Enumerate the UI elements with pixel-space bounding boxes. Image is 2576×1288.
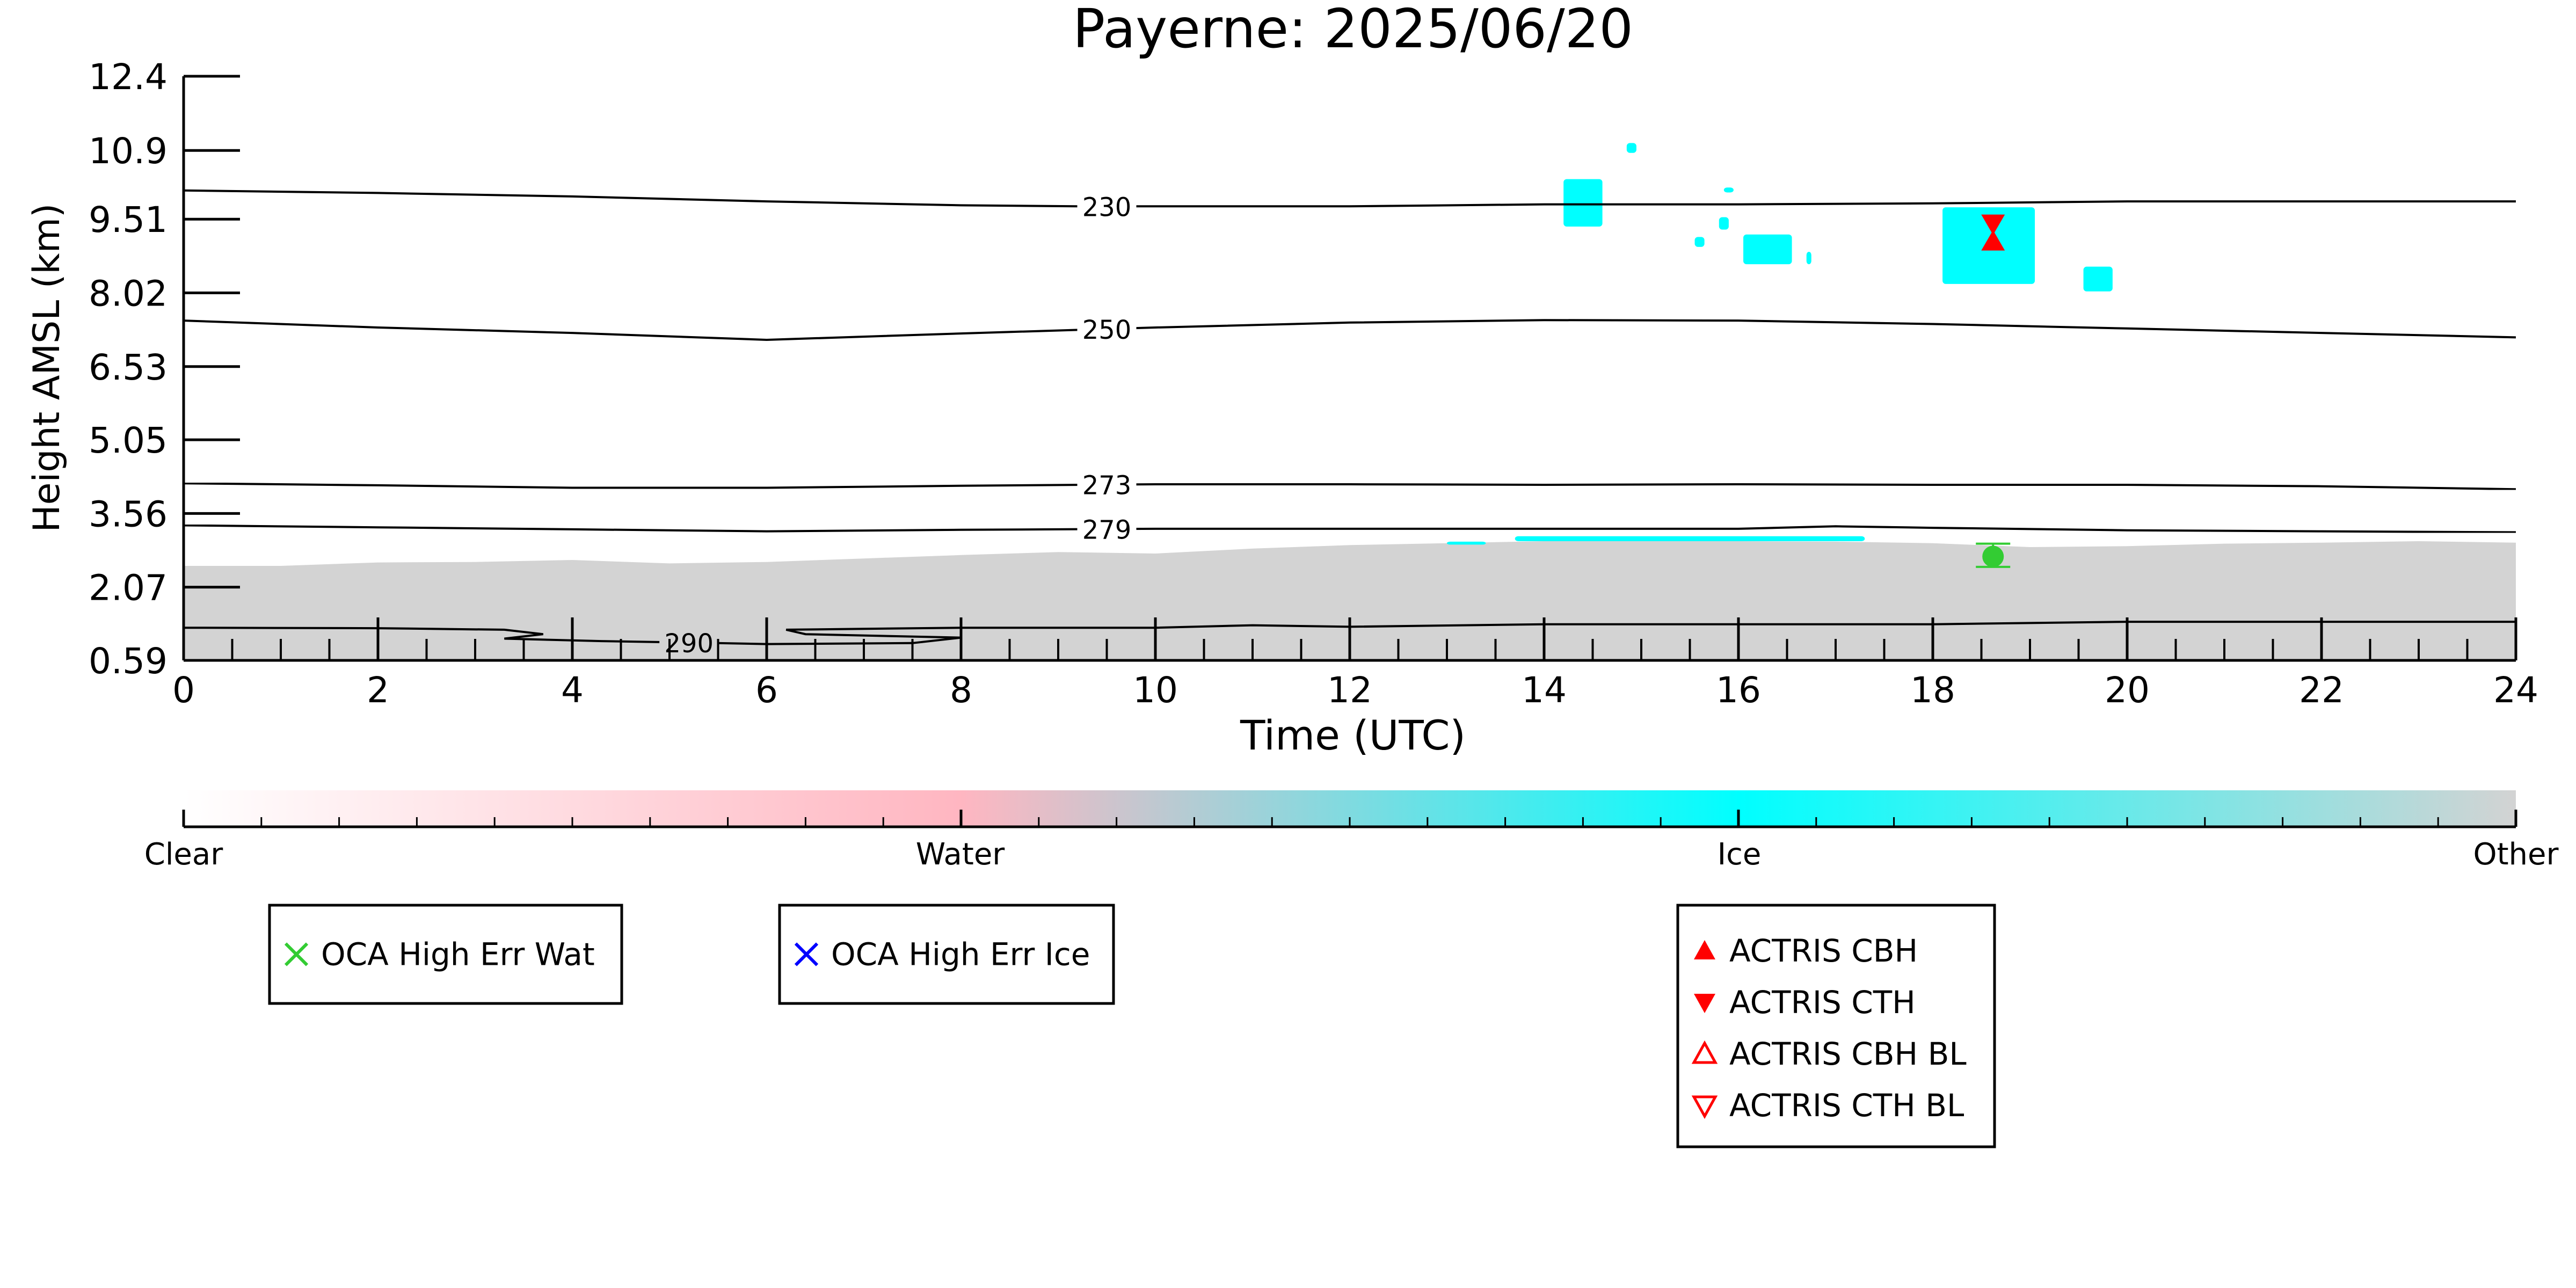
x-tick-label: 4 xyxy=(561,670,584,711)
y-tick-label: 6.53 xyxy=(89,347,168,388)
colorbar-label: Other xyxy=(2473,837,2559,872)
legend-frame xyxy=(778,904,1115,1005)
legend-triangle-up-icon xyxy=(1694,940,1715,959)
x-tick-label: 6 xyxy=(755,670,778,711)
legend-frame xyxy=(1676,904,1996,1148)
legend-triangle-down-icon xyxy=(1694,994,1715,1013)
y-axis-label: Height AMSL (km) xyxy=(26,203,68,533)
x-axis-label: Time (UTC) xyxy=(1240,711,1466,759)
contour-279: 279 xyxy=(184,515,2516,545)
colorbar: Clear Water Ice Other xyxy=(144,790,2559,872)
y-tick-label: 12.4 xyxy=(89,56,168,98)
x-tick-label: 0 xyxy=(172,670,195,711)
ice-patch xyxy=(1806,252,1811,265)
legend-label: ACTRIS CTH xyxy=(1729,984,1916,1021)
plot-content: 230 250 273 279 290 xyxy=(184,143,2516,660)
contour-line xyxy=(184,482,2516,491)
legends: OCA High Err Wat OCA High Err Ice ACTRIS C… xyxy=(268,904,1996,1148)
ice-patch xyxy=(2083,266,2113,292)
legend-triangle-up-icon xyxy=(1691,1040,1718,1064)
actris-cbh-marker xyxy=(1981,230,2005,251)
chart-title: Payerne: 2025/06/20 xyxy=(1073,0,1633,60)
contour-label: 290 xyxy=(664,629,714,659)
oca-point xyxy=(1982,545,2004,567)
actris-cth-marker xyxy=(1981,214,2005,235)
contour-line xyxy=(184,189,2516,208)
x-tick-label: 16 xyxy=(1716,670,1761,711)
x-tick-label: 10 xyxy=(1133,670,1178,711)
legend-label: ACTRIS CBH xyxy=(1729,933,1918,969)
contour-line xyxy=(184,524,2516,534)
contour-line xyxy=(184,621,2516,645)
legend-box: ACTRIS CBH ACTRIS CTH ACTRIS CBH BL ACTRIS … xyxy=(1676,904,1996,1148)
colorbar-label: Clear xyxy=(144,837,223,872)
ice-patch xyxy=(1515,536,1865,541)
legend-label: ACTRIS CBH BL xyxy=(1729,1036,1967,1072)
contour-label: 230 xyxy=(1082,192,1132,222)
y-tick-label: 2.07 xyxy=(89,567,168,609)
x-tick-label: 2 xyxy=(367,670,389,711)
x-tick-label: 12 xyxy=(1327,670,1372,711)
x-tick-label: 14 xyxy=(1522,670,1567,711)
ice-patch xyxy=(1626,143,1636,153)
legend-label: OCA High Err Wat xyxy=(321,936,595,973)
contour-290: 290 xyxy=(184,621,2516,659)
y-tick-label: 3.56 xyxy=(89,493,168,535)
ice-patch xyxy=(1719,217,1729,230)
colorbar-label: Water xyxy=(916,837,1006,872)
x-tick-label: 18 xyxy=(1910,670,1955,711)
legend-box: OCA High Err Ice xyxy=(778,904,1115,1005)
contour-label: 273 xyxy=(1082,471,1132,501)
ice-patch xyxy=(1743,234,1792,265)
legend-triangle-down-icon xyxy=(1691,1095,1718,1119)
y-tick-label: 5.05 xyxy=(89,420,168,461)
legend-frame xyxy=(268,904,623,1005)
y-tick-label: 0.59 xyxy=(89,641,168,682)
x-tick-label: 8 xyxy=(950,670,972,711)
ice-patch xyxy=(1723,187,1734,193)
plot-area: 230 250 273 279 290 0.59 2.07 3.56 5.05 6.53 8.02 9… xyxy=(89,56,2538,711)
legend-label: ACTRIS CTH BL xyxy=(1729,1087,1964,1124)
legend-box: OCA High Err Wat xyxy=(268,904,623,1005)
contour-250: 250 xyxy=(184,315,2516,345)
ice-patch xyxy=(1447,541,1486,545)
contour-label: 250 xyxy=(1082,315,1132,345)
contour-line xyxy=(184,319,2516,341)
x-tick-label: 24 xyxy=(2493,670,2538,711)
contour-273: 273 xyxy=(184,471,2516,501)
contour-label: 279 xyxy=(1082,515,1132,545)
ice-patch xyxy=(1563,179,1603,227)
x-tick-label: 22 xyxy=(2299,670,2344,711)
colorbar-label: Ice xyxy=(1718,837,1762,872)
y-tick-label: 10.9 xyxy=(89,130,168,172)
x-tick-label: 20 xyxy=(2105,670,2150,711)
y-tick-label: 8.02 xyxy=(89,273,168,315)
legend-cross-icon xyxy=(794,942,819,966)
y-tick-label: 9.51 xyxy=(89,199,168,241)
ice-patch xyxy=(1694,237,1705,247)
legend-cross-icon xyxy=(284,942,309,966)
legend-label: OCA High Err Ice xyxy=(831,936,1090,973)
contour-230: 230 xyxy=(184,189,2516,222)
